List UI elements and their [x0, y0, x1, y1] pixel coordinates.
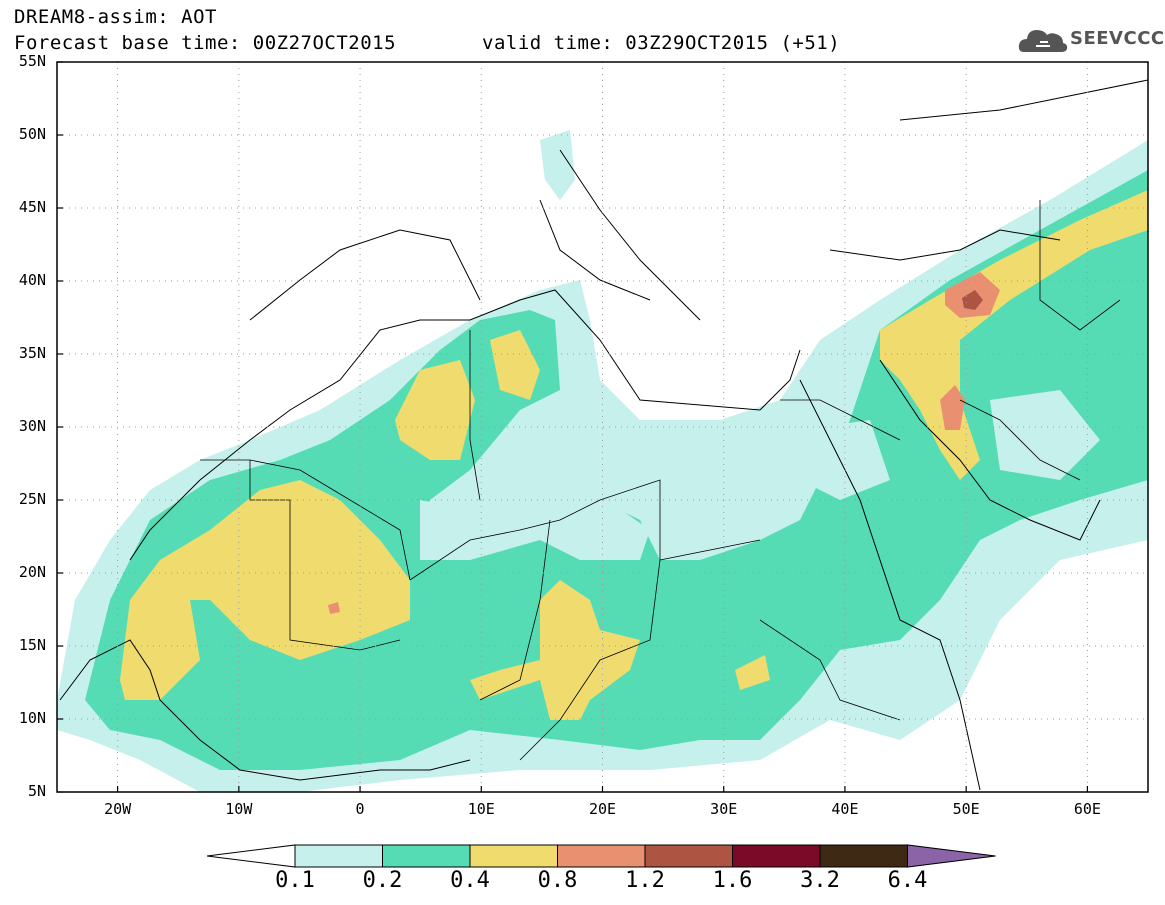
- aot-0.1-hole: [680, 480, 780, 540]
- colorbar-label: 3.2: [800, 868, 840, 893]
- lon-label: 10E: [467, 800, 495, 818]
- cloud-icon: [1018, 30, 1068, 52]
- aot-0.4-field: [470, 580, 640, 720]
- aot-0.1-hole: [800, 420, 890, 500]
- coastlines: [59, 79, 1148, 791]
- colorbar-segment: [732, 844, 821, 868]
- lat-label: 55N: [18, 52, 46, 70]
- axis-ticks: [57, 61, 1088, 793]
- colorbar: [206, 844, 996, 868]
- lon-label: 0: [355, 800, 365, 818]
- colorbar-label: 6.4: [887, 868, 928, 893]
- colorbar-label: 0.4: [450, 868, 490, 893]
- seevccc-logo: SEEVCCC: [1018, 22, 1164, 58]
- colorbar-segment: [557, 844, 646, 868]
- aot-0.8-field: [328, 602, 340, 614]
- lon-label: 10W: [225, 800, 253, 818]
- colorbar-segment: [644, 844, 733, 868]
- lon-label: 20E: [588, 800, 617, 818]
- lat-label: 5N: [27, 782, 46, 800]
- aot-0.1-hole: [420, 495, 650, 560]
- colorbar-segment: [294, 844, 383, 868]
- colorbar-segment: [469, 844, 558, 868]
- colorbar-label: 0.1: [275, 868, 315, 893]
- aot-1.2-field: [962, 290, 983, 310]
- colorbar-label: 1.6: [712, 868, 753, 893]
- colorbar-label: 0.2: [362, 868, 403, 893]
- colorbar-label: 0.8: [537, 868, 578, 893]
- aot-0.4-field: [490, 330, 540, 400]
- forecast-base-time: Forecast base time: 00Z27OCT2015: [14, 32, 397, 54]
- aot-0.8-field: [940, 385, 965, 430]
- lon-label: 20W: [104, 800, 132, 818]
- logo-text: SEEVCCC: [1070, 28, 1165, 49]
- lat-label: 10N: [18, 709, 46, 727]
- colorbar-segment: [819, 844, 908, 868]
- lon-label: 50E: [952, 800, 980, 818]
- lat-label: 20N: [18, 563, 46, 581]
- lat-label: 35N: [18, 344, 46, 362]
- colorbar-segment: [382, 844, 471, 868]
- aot-0.1-hole: [990, 390, 1100, 480]
- lat-label: 25N: [18, 490, 46, 508]
- lat-label: 15N: [18, 636, 46, 654]
- aot-0.4-field: [395, 360, 475, 460]
- colorbar-high-arrow: [907, 844, 996, 868]
- map-title: DREAM8-assim: AOT: [14, 6, 217, 28]
- valid-time: valid time: 03Z29OCT2015 (+51): [482, 32, 841, 54]
- lat-label: 45N: [18, 198, 46, 216]
- aot-0.4-field: [120, 480, 410, 700]
- borders: [200, 200, 1121, 761]
- aot-0.1-patch: [540, 130, 575, 200]
- lat-label: 40N: [18, 271, 46, 289]
- lon-label: 30E: [710, 800, 738, 818]
- aot-0.4-field: [735, 655, 770, 690]
- colorbar-low-arrow: [206, 844, 296, 868]
- lon-label: 60E: [1073, 800, 1101, 818]
- lat-label: 30N: [18, 417, 46, 435]
- lon-label: 40E: [831, 800, 859, 818]
- colorbar-label: 1.2: [625, 868, 665, 893]
- lat-label: 50N: [18, 125, 46, 143]
